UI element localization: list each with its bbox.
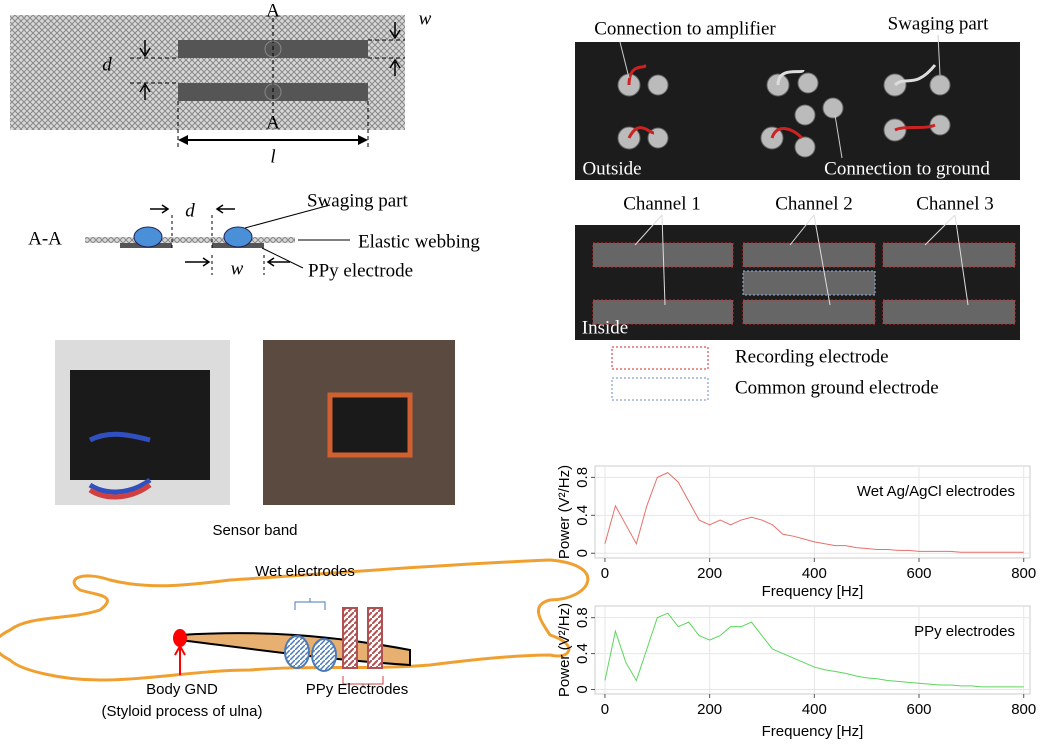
photo-label: Inside [582,317,628,338]
arm-label: (Styloid process of ulna) [102,703,263,720]
x-tick-label: 600 [907,565,932,582]
channel-label: Channel 2 [775,193,853,214]
legend-label: Recording electrode [735,346,889,367]
plot-area [595,606,1030,694]
x-tick-label: 400 [802,701,827,718]
x-tick-label: 0 [601,701,609,718]
dimension-label: d [185,200,195,221]
photo-inside: Channel 1 Channel 2 Channel 3 Inside [575,193,1020,340]
figure: A A d w l A-A d w Swaging part Elastic w… [0,0,1042,746]
dimension-label: d [102,54,112,75]
cross-section: A-A d w Swaging part Elastic webbing PPy… [28,190,480,281]
photo-label: Swaging part [888,13,990,34]
photo-label: Connection to ground [824,158,990,179]
x-tick-label: 200 [697,565,722,582]
y-axis-label: Power (V²/Hz) [556,603,573,697]
x-tick-label: 600 [907,701,932,718]
spectra: 0 200 400 600 800 0 0.4 0.8 Wet Ag/AgCl electrod… [556,465,1036,740]
photo-outside: Connection to amplifier Swaging part Out… [575,13,1020,180]
x-tick-label: 0 [601,565,609,582]
section-marker: A [266,112,280,133]
x-tick-label: 800 [1011,565,1036,582]
y-tick-label: 0 [574,685,591,693]
legend-label: Common ground electrode [735,377,939,398]
x-tick-label: 200 [697,701,722,718]
channel-label: Channel 1 [623,193,701,214]
part-label: PPy electrode [308,260,413,281]
dimension-label: l [270,146,275,167]
arm-label: PPy Electrodes [306,681,409,698]
y-tick-label: 0 [574,549,591,557]
part-label: Elastic webbing [358,231,480,252]
y-axis-label: Power (V²/Hz) [556,465,573,559]
channel-label: Channel 3 [916,193,994,214]
y-tick-label: 0.4 [574,505,591,526]
schematic-top: A A d w l [10,0,432,167]
x-axis-label: Frequency [Hz] [762,723,864,740]
y-tick-label: 0.4 [574,643,591,664]
dimension-label: w [419,8,432,29]
electrode-legend: Recording electrode Common ground electr… [612,346,939,400]
x-axis-label: Frequency [Hz] [762,583,864,600]
sensor-band-photos: Sensor band [55,340,455,539]
annotation: Wet Ag/AgCl electrodes [857,483,1015,500]
arm-diagram: Wet electrodes Body GND (Styloid process… [0,560,588,720]
section-marker: A [266,0,280,21]
y-tick-label: 0.8 [574,607,591,628]
caption: Sensor band [212,522,297,539]
annotation: PPy electrodes [914,623,1015,640]
y-tick-label: 0.8 [574,467,591,488]
plot-area [595,466,1030,558]
arm-label: Wet electrodes [255,563,355,580]
arm-label: Body GND [146,681,218,698]
x-tick-label: 800 [1011,701,1036,718]
part-label: Swaging part [307,190,409,211]
photo-label: Connection to amplifier [594,18,776,39]
x-tick-label: 400 [802,565,827,582]
section-label: A-A [28,228,62,249]
photo-label: Outside [582,158,641,179]
dimension-label: w [231,258,244,279]
